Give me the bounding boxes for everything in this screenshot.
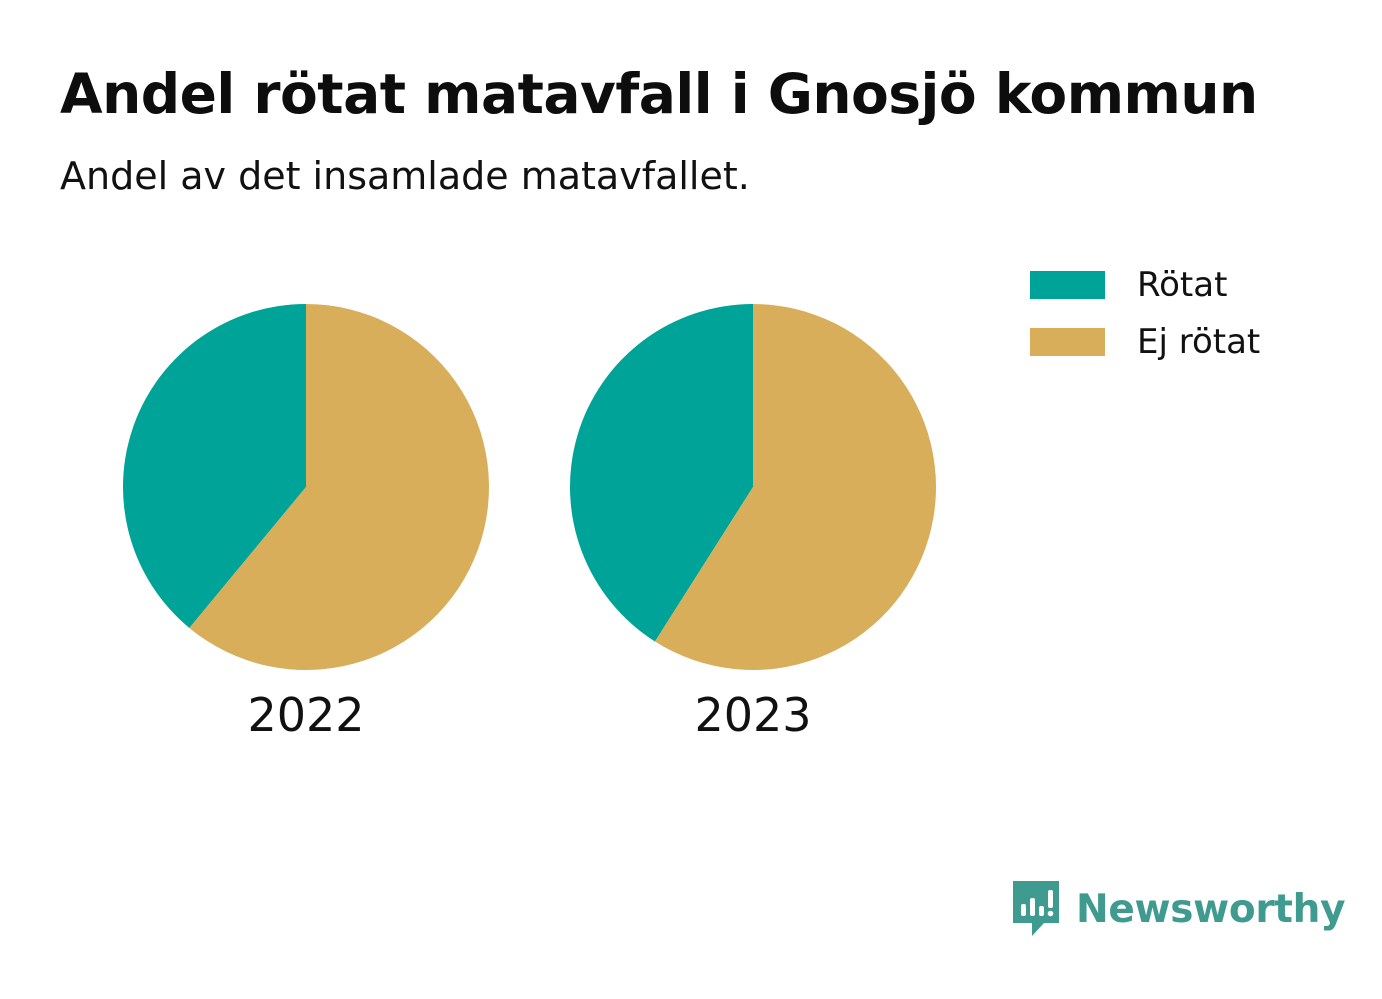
legend-label-rotat: Rötat bbox=[1137, 264, 1228, 305]
pie-slice-2022-ej-rotat bbox=[189, 304, 490, 670]
pie-label-2022: 2022 bbox=[247, 688, 364, 742]
legend: Rötat Ej rötat bbox=[1030, 256, 1260, 370]
legend-item-rotat: Rötat bbox=[1030, 256, 1260, 313]
legend-item-ej-rotat: Ej rötat bbox=[1030, 313, 1260, 370]
page-subtitle: Andel av det insamlade matavfallet. bbox=[60, 154, 750, 198]
pie-label-2023: 2023 bbox=[694, 688, 811, 742]
legend-label-ej-rotat: Ej rötat bbox=[1137, 321, 1261, 362]
legend-swatch-rotat bbox=[1030, 270, 1105, 299]
newsworthy-logo-icon bbox=[1013, 881, 1059, 936]
pie-slice-2023-rotat bbox=[570, 304, 753, 642]
brand: Newsworthy bbox=[1010, 878, 1346, 940]
pie-slice-2022-rotat bbox=[123, 304, 306, 629]
page-title: Andel rötat matavfall i Gnosjö kommun bbox=[60, 62, 1258, 126]
pie-slice-2023-ej-rotat bbox=[654, 304, 936, 670]
brand-name: Newsworthy bbox=[1076, 886, 1346, 932]
legend-swatch-ej-rotat bbox=[1030, 327, 1105, 356]
